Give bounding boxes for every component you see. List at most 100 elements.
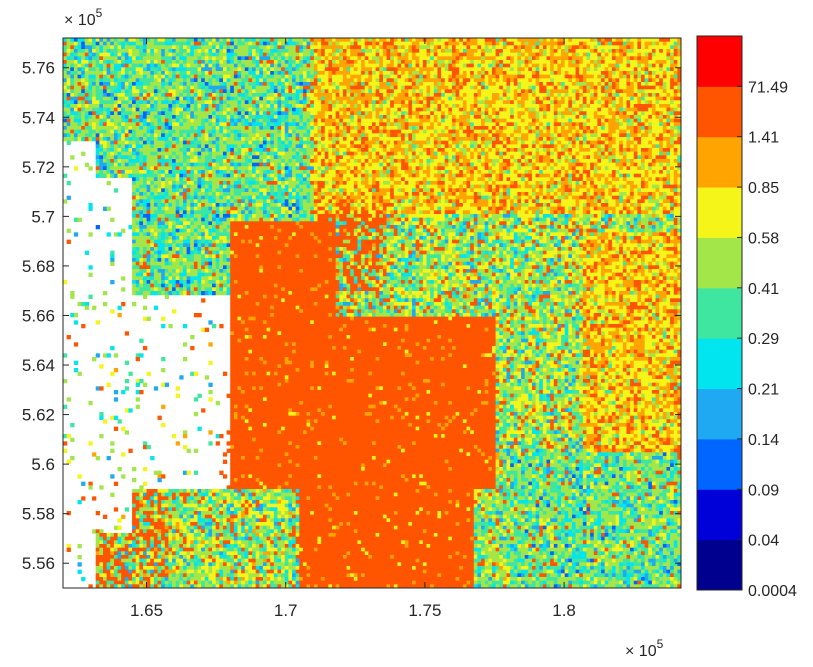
scatter-point [99,93,104,98]
scatter-point [146,115,151,120]
scatter-point [172,60,177,65]
scatter-point [597,96,602,101]
scatter-point [73,38,79,43]
scatter-point [353,71,359,76]
scatter-point [448,67,453,72]
scatter-point [557,85,562,90]
scatter-point [66,111,71,116]
scatter-point [426,56,431,61]
scatter-point [201,63,206,68]
scatter-point [393,85,399,90]
scatter-point [306,71,311,76]
scatter-point [539,115,544,120]
scatter-point [106,74,111,79]
scatter-point [397,118,402,123]
scatter-point [481,71,486,76]
scatter-point [422,133,428,138]
scatter-point [433,82,439,87]
scatter-point [92,49,97,54]
scatter-point [637,122,642,127]
scatter-point [190,144,195,149]
scatter-point [350,74,355,79]
scatter-point [357,60,362,65]
scatter-point [313,129,319,134]
scatter-point [164,52,170,57]
scatter-point [491,38,497,43]
scatter-point [284,140,289,145]
scatter-point [491,122,497,127]
scatter-point [582,104,588,109]
scatter-point [375,67,380,72]
scatter-point [590,41,595,46]
scatter-point [441,100,446,105]
scatter-point [473,133,479,138]
scatter-point [368,89,373,94]
scatter-point [222,111,228,116]
scatter-point [157,96,162,101]
scatter-point [619,115,624,120]
scatter-point [557,52,562,57]
scatter-point [448,118,453,123]
scatter-point [564,129,569,134]
scatter-point [222,52,228,57]
scatter-point [571,71,577,76]
scatter-point [568,82,573,87]
scatter-point [408,52,413,57]
scatter-point [564,60,569,65]
scatter-point [248,126,253,131]
scatter-point [92,89,97,94]
scatter-point [186,67,191,72]
scatter-point [564,56,569,61]
scatter-point [219,118,224,123]
scatter-point [444,100,449,105]
scatter-point [248,115,253,120]
scatter-point [339,38,344,43]
scatter-point [63,45,68,50]
scatter-point [132,100,137,105]
scatter-point [393,137,399,142]
scatter-point [593,45,598,50]
scatter-point [135,111,140,116]
scatter-point [84,129,90,134]
scatter-point [161,115,166,120]
scatter-point [655,96,660,101]
scatter-point [611,96,617,101]
scatter-point [622,122,628,127]
scatter-point [542,56,548,61]
scatter-point [132,133,137,138]
scatter-point [582,60,588,65]
scatter-point [386,52,391,57]
scatter-point [328,85,333,90]
scatter-point [121,38,126,43]
scatter-point [88,41,93,46]
scatter-point [273,140,279,145]
scatter-point [157,126,162,131]
scatter-point [513,74,519,79]
scatter-point [528,118,533,123]
scatter-point [357,107,362,112]
scatter-point [448,63,453,68]
scatter-point [259,67,264,72]
scatter-point [66,52,71,57]
scatter-point [575,122,580,127]
scatter-point [462,41,468,46]
scatter-point [368,111,373,116]
scatter-point [484,49,489,54]
scatter-point [488,93,493,98]
scatter-point [266,93,271,98]
scatter-point [292,137,297,142]
scatter-point [375,52,380,57]
scatter-point [324,100,329,105]
scatter-point [633,71,638,76]
scatter-point [397,104,402,109]
scatter-point [615,126,620,131]
scatter-point [139,52,144,57]
scatter-point [252,122,257,127]
scatter-point [644,140,649,145]
scatter-point [546,56,551,61]
scatter-point [157,63,162,68]
scatter-point [106,144,111,149]
scatter-point [135,137,140,142]
scatter-point [215,38,220,43]
scatter-point [597,89,602,94]
